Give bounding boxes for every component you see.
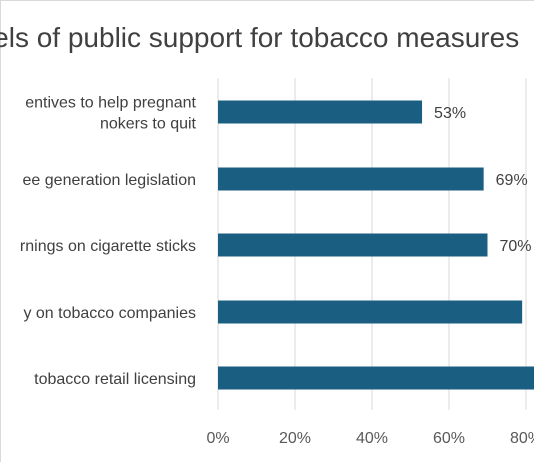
bar <box>218 233 488 257</box>
category-label: rnings on cigarette sticks <box>20 238 196 255</box>
data-label: 70% <box>500 238 532 255</box>
bar <box>218 366 534 390</box>
data-labels: 53% 69% 70% <box>434 105 531 255</box>
data-label: 53% <box>434 105 466 122</box>
x-tick-label: 0% <box>206 430 229 447</box>
category-label: y on tobacco companies <box>23 305 196 322</box>
x-axis-ticks: 0% 20% 40% 60% 80% <box>206 430 534 447</box>
x-tick-label: 60% <box>433 430 465 447</box>
bar <box>218 300 523 324</box>
bars <box>218 100 534 390</box>
data-label: 69% <box>496 172 528 189</box>
x-tick-label: 20% <box>279 430 311 447</box>
x-tick-label: 80% <box>510 430 534 447</box>
category-label: nokers to quit <box>100 116 197 133</box>
category-label: entives to help pregnant <box>25 95 196 112</box>
category-label: ee generation legislation <box>23 172 196 189</box>
bar <box>218 167 484 191</box>
bar <box>218 100 423 124</box>
chart-title: Levels of public support for tobacco mea… <box>0 22 519 53</box>
category-labels: entives to help pregnant nokers to quit ee… <box>20 95 197 389</box>
x-tick-label: 40% <box>356 430 388 447</box>
category-label: tobacco retail licensing <box>34 371 196 388</box>
